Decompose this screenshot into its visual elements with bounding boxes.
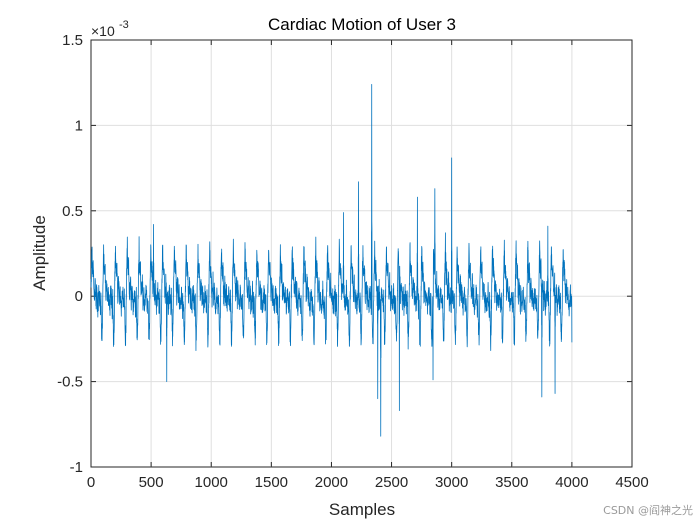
x-tick-label: 4000 <box>555 474 588 491</box>
y-tick-label: -1 <box>70 459 83 476</box>
x-tick-label: 2500 <box>375 474 408 491</box>
y-tick-label: -0.5 <box>57 374 83 391</box>
y-exponent-power: -3 <box>119 19 129 31</box>
plot-area <box>90 39 633 468</box>
ticks <box>90 39 633 468</box>
y-tick-label: 1.5 <box>62 32 83 49</box>
y-exponent-base: ×10 <box>91 23 115 39</box>
x-axis-label: Samples <box>329 500 395 519</box>
chart-title: Cardiac Motion of User 3 <box>268 15 456 34</box>
x-tick-label: 3000 <box>435 474 468 491</box>
x-tick-labels: 0 500 1000 1500 2000 2500 3000 3500 4000 4500 <box>87 474 649 491</box>
x-tick-label: 500 <box>139 474 164 491</box>
y-tick-label: 0.5 <box>62 203 83 220</box>
y-tick-labels: -1 -0.5 0 0.5 1 1.5 <box>57 32 83 476</box>
y-axis-label: Amplitude <box>30 215 49 291</box>
watermark: CSDN @阎神之光 <box>603 503 693 517</box>
x-tick-label: 2000 <box>315 474 348 491</box>
x-tick-label: 1000 <box>195 474 228 491</box>
y-tick-label: 1 <box>75 117 83 134</box>
x-tick-label: 4500 <box>615 474 648 491</box>
x-tick-label: 1500 <box>255 474 288 491</box>
axes-box <box>90 39 633 468</box>
y-tick-label: 0 <box>75 288 83 305</box>
data-line <box>90 84 573 437</box>
x-tick-label: 0 <box>87 474 95 491</box>
x-tick-label: 3500 <box>495 474 528 491</box>
